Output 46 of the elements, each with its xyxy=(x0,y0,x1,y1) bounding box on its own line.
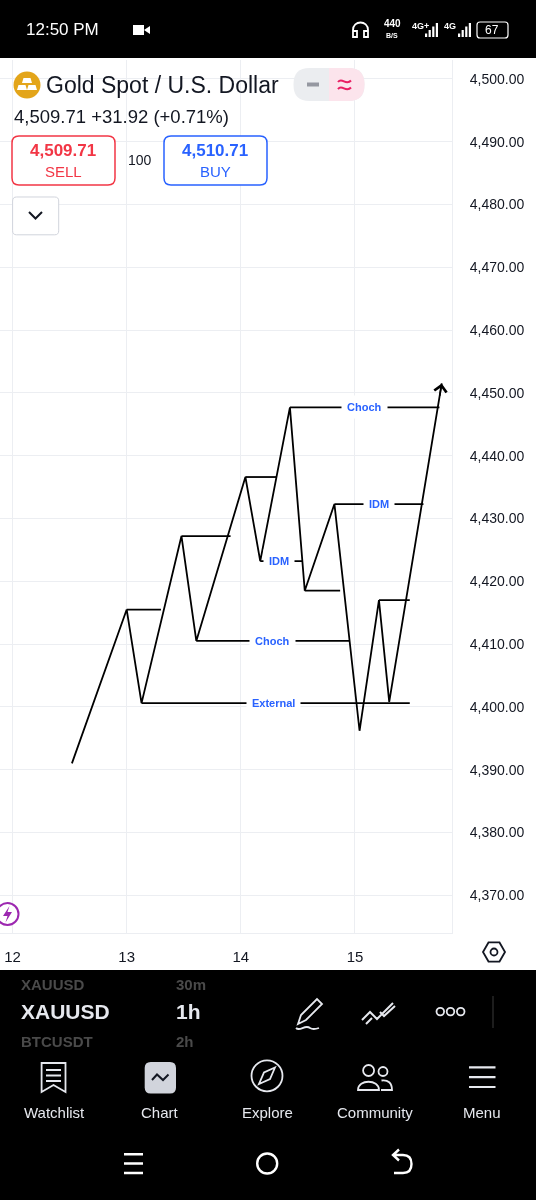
annotation: 4,509.71 xyxy=(30,141,97,160)
y-tick-label: 4,460.00 xyxy=(469,321,525,338)
y-tick-label: 4,490.00 xyxy=(469,133,525,150)
y-tick-label: 4,390.00 xyxy=(469,761,525,778)
annotation: External xyxy=(252,697,296,709)
annotation: IDM xyxy=(269,555,290,567)
annotation: 100 xyxy=(128,152,152,168)
annotation: Choch xyxy=(347,401,382,413)
text: Menu xyxy=(463,1104,501,1121)
y-tick-label: 4,420.00 xyxy=(469,573,525,590)
text: Gold Spot / U.S. Dollar xyxy=(46,72,279,99)
y-tick-label: 4,470.00 xyxy=(469,259,525,276)
y-tick-label: 4,410.00 xyxy=(469,635,525,652)
y-tick-label: 4,440.00 xyxy=(469,447,525,464)
text: 4G+ xyxy=(412,21,430,31)
text: 67 xyxy=(485,23,499,37)
y-tick-label: 4,500.00 xyxy=(469,70,525,87)
annotation: BUY xyxy=(200,163,231,180)
x-tick-label: 15 xyxy=(346,948,364,965)
text: 1h xyxy=(176,1000,201,1023)
text: Explore xyxy=(242,1104,293,1121)
text: XAUUSD xyxy=(21,976,85,993)
text: 2h xyxy=(176,1033,194,1050)
annotation: Choch xyxy=(255,635,290,647)
text: 4G xyxy=(444,21,457,31)
x-tick-label: 14 xyxy=(232,948,250,965)
text: Watchlist xyxy=(24,1104,86,1121)
y-tick-label: 4,450.00 xyxy=(469,384,525,401)
y-tick-label: 4,370.00 xyxy=(469,887,525,904)
text: Community xyxy=(337,1104,414,1121)
y-tick-label: 4,480.00 xyxy=(469,196,525,213)
annotation: SELL xyxy=(45,163,82,180)
y-tick-label: 4,400.00 xyxy=(469,698,525,715)
text: XAUUSD xyxy=(21,1000,110,1023)
annotation: IDM xyxy=(369,498,390,510)
text: 12:50 PM xyxy=(26,20,99,39)
text: BTCUSDT xyxy=(21,1033,93,1050)
text: 440 xyxy=(384,18,402,29)
y-tick-label: 4,430.00 xyxy=(469,510,525,527)
text: Chart xyxy=(141,1104,179,1121)
annotation: 4,510.71 xyxy=(182,141,249,160)
x-tick-label: 13 xyxy=(118,948,136,965)
text: 30m xyxy=(176,976,207,993)
text: 4,509.71 +31.92 (+0.71%) xyxy=(14,106,229,127)
y-tick-label: 4,380.00 xyxy=(469,824,525,841)
x-tick-label: 12 xyxy=(4,948,21,965)
